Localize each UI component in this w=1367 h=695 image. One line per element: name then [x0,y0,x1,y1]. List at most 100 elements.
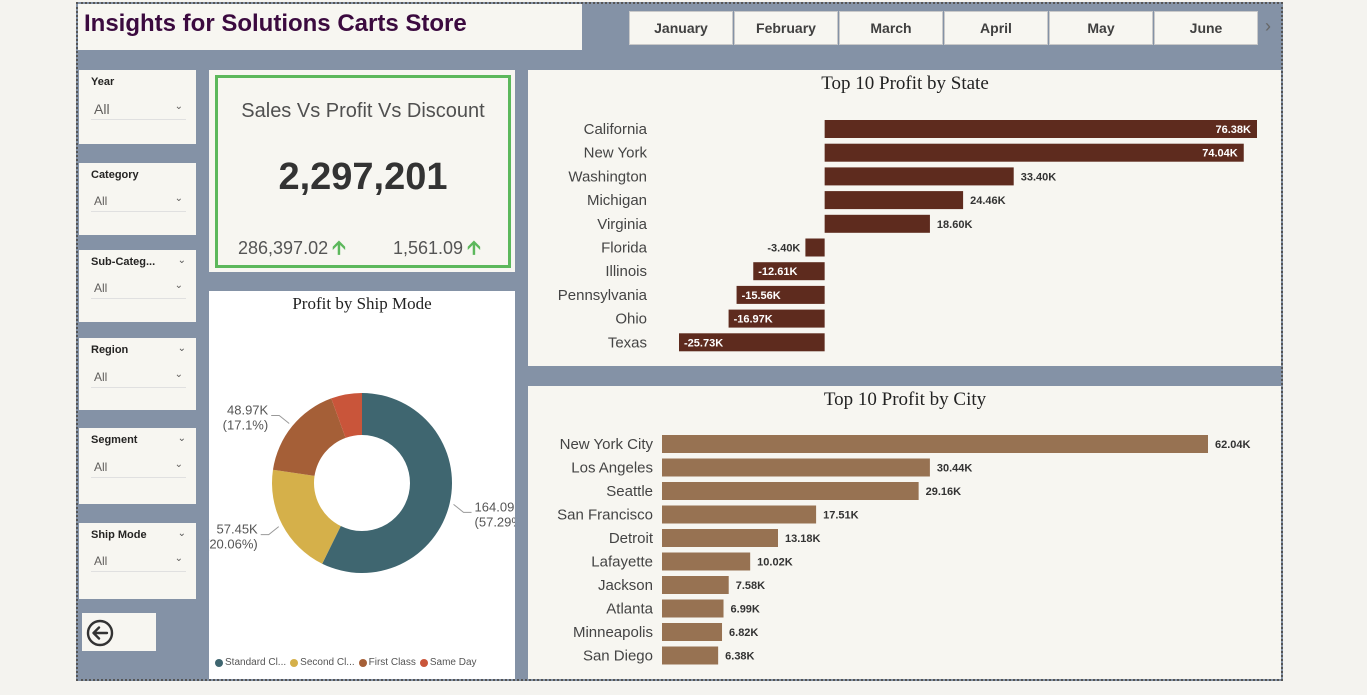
bar[interactable] [824,120,1257,138]
donut-slice-second-class[interactable] [272,469,341,564]
month-button-february[interactable]: February [734,11,838,45]
data-label: 30.44K [937,463,973,475]
bar[interactable] [824,167,1014,186]
leader-line [453,503,472,513]
legend-marker [290,658,299,667]
data-label-percent: (57.29%) [475,514,515,529]
slicer-sub-category: Sub-Categ... ⌄ All ⌄ [79,250,196,322]
region-dropdown[interactable]: All ⌄ [91,366,186,388]
category-label: California [584,121,648,138]
profit-by-ship-mode-chart: Profit by Ship Mode 164.09K(57.29%) 57.45… [209,291,515,679]
legend-item[interactable]: Standard Cl... [215,657,286,668]
year-dropdown[interactable]: All ⌄ [91,98,186,120]
donut-slice-standard-class[interactable] [322,393,452,573]
chevron-down-icon[interactable]: ⌄ [177,343,186,354]
bar[interactable] [662,482,919,500]
dropdown-value: All [94,554,108,568]
data-label: 62.04K [1215,439,1251,451]
bar[interactable] [662,576,729,594]
page-title: Insights for Solutions Carts Store [84,10,467,37]
legend-item[interactable]: First Class [358,657,416,668]
month-slicer: January February March April May June [629,11,1259,45]
chevron-down-icon[interactable]: ⌄ [177,433,186,444]
donut-slice-first-class[interactable] [272,398,346,476]
legend-marker [358,658,367,667]
data-label: 6.99K [731,604,760,616]
bar[interactable] [753,262,825,281]
bar[interactable] [662,435,1208,453]
bar[interactable] [824,191,964,210]
chevron-down-icon: ⌄ [174,459,183,470]
category-label: Virginia [597,216,647,233]
chart-title: Top 10 Profit by City [823,389,987,410]
month-button-may[interactable]: May [1049,11,1153,45]
dropdown-value: All [94,281,108,295]
chevron-down-icon[interactable]: ⌄ [177,255,186,266]
bar[interactable] [824,143,1244,162]
category-label: Atlanta [606,601,653,618]
month-button-march[interactable]: March [839,11,943,45]
slicer-title: Category [91,169,139,181]
month-button-april[interactable]: April [944,11,1048,45]
data-label-percent: (20.06%) [209,537,258,552]
ship-mode-dropdown[interactable]: All ⌄ [91,550,186,572]
segment-dropdown[interactable]: All ⌄ [91,456,186,478]
bar[interactable] [679,333,825,352]
legend-item[interactable]: Second Cl... [290,657,355,668]
data-label: 76.38K [1216,124,1252,136]
chevron-down-icon: ⌄ [174,193,183,204]
category-label: Pennsylvania [558,287,648,304]
donut-slice-same-day[interactable] [331,393,362,438]
legend-item[interactable]: Same Day [419,657,477,668]
chart-legend: Standard Cl... Second Cl... First Class Sam… [215,657,481,668]
legend-marker [419,658,428,667]
chevron-down-icon[interactable]: ⌄ [177,528,186,539]
title-panel: Insights for Solutions Carts Store [78,4,582,50]
slicer-ship-mode: Ship Mode ⌄ All ⌄ [79,523,196,599]
month-button-june[interactable]: June [1154,11,1258,45]
category-label: San Francisco [557,507,653,524]
category-label: Ohio [615,311,647,328]
legend-label: Same Day [429,657,477,668]
bar[interactable] [662,646,719,665]
bar[interactable] [662,599,724,618]
data-label: -12.61K [758,266,797,278]
report-canvas: Insights for Solutions Carts Store Janua… [76,2,1283,681]
data-label: 6.38K [725,651,754,663]
slicer-title: Region [91,344,129,356]
data-label: 48.97K [227,403,269,418]
dropdown-value: All [94,194,108,208]
legend-label: First Class [368,657,416,668]
slicer-category: Category All ⌄ [79,163,196,235]
arrow-up-icon: 🡩 [467,238,481,259]
data-label: 18.60K [937,219,973,231]
arrow-up-icon: 🡩 [332,238,346,259]
dropdown-value: All [94,101,110,117]
bar[interactable] [662,458,930,477]
bar[interactable] [662,529,778,547]
slicer-title: Ship Mode [91,529,147,541]
bar[interactable] [662,623,723,641]
data-label: -3.40K [767,243,800,255]
category-dropdown[interactable]: All ⌄ [91,190,186,212]
back-arrow-icon[interactable] [86,619,114,647]
slicer-year: Year All ⌄ [79,70,196,144]
bar[interactable] [736,285,825,304]
month-button-january[interactable]: January [629,11,733,45]
bar[interactable] [805,238,825,257]
chevron-down-icon: ⌄ [174,553,183,564]
category-label: Lafayette [591,554,653,571]
bar[interactable] [662,505,817,524]
back-button[interactable] [82,613,156,651]
slicer-segment: Segment ⌄ All ⌄ [79,428,196,504]
sub-category-dropdown[interactable]: All ⌄ [91,277,186,299]
donut-chart: 164.09K(57.29%) 57.45K(20.06%) 48.97K(17.1… [209,393,515,573]
bar[interactable] [728,309,825,328]
kpi-card: Sales Vs Profit Vs Discount 2,297,201 28… [209,70,515,272]
data-label: 24.46K [970,195,1006,207]
chevron-right-icon[interactable]: › [1265,16,1271,36]
category-label: Detroit [609,530,654,547]
bar[interactable] [662,552,751,571]
bar[interactable] [824,214,930,233]
kpi-discount-value: 1,561.09 [393,238,464,258]
